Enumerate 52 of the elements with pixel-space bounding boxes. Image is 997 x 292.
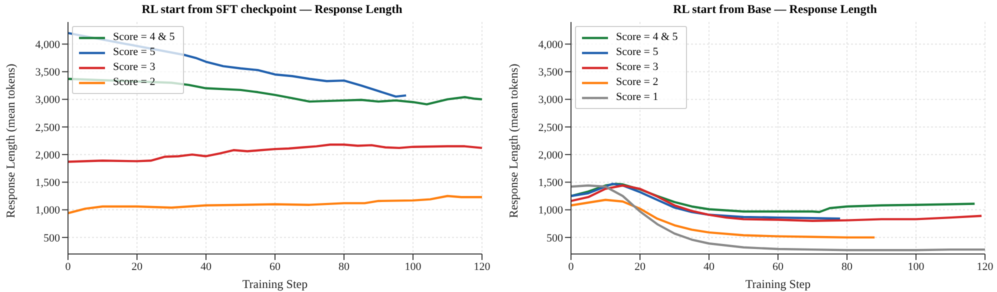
x-tick-label: 80 <box>338 260 350 273</box>
y-tick-label: 500 <box>546 232 564 244</box>
x-tick-label: 0 <box>568 260 574 273</box>
x-tick-label: 60 <box>772 260 784 273</box>
x-tick-label: 120 <box>474 260 491 273</box>
legend-label: Score = 4 & 5 <box>616 30 678 45</box>
y-axis-title: Response Length (mean tokens) <box>506 64 520 218</box>
x-axis-title: Training Step <box>242 277 308 291</box>
x-tick-label: 40 <box>704 260 715 273</box>
x-axis-title: Training Step <box>745 277 811 291</box>
legend-label: Score = 3 <box>113 60 156 75</box>
line-series <box>571 184 983 222</box>
line-series <box>571 182 842 220</box>
x-tick-label: 100 <box>908 260 925 273</box>
y-tick-label: 1,500 <box>35 177 60 190</box>
line-series <box>571 182 976 214</box>
y-tick-label: 1,000 <box>35 204 60 217</box>
line-series <box>68 194 482 214</box>
y-tick-label: 3,000 <box>35 94 60 106</box>
y-tick-label: 2,500 <box>35 122 60 134</box>
legend-label: Score = 1 <box>616 90 658 105</box>
legend-label: Score = 5 <box>113 45 156 60</box>
y-tick-label: 1,500 <box>538 177 564 190</box>
x-tick-label: 40 <box>200 260 212 273</box>
y-tick-label: 4,000 <box>35 39 60 51</box>
x-tick-label: 100 <box>404 260 422 273</box>
x-tick-label: 20 <box>132 260 143 273</box>
x-tick-label: 60 <box>270 260 281 273</box>
y-tick-label: 1,000 <box>538 204 564 217</box>
line-series <box>571 198 876 239</box>
line-series <box>68 144 482 163</box>
chart-title: RL start from SFT checkpoint — Response Length <box>140 1 404 16</box>
x-tick-label: 120 <box>976 260 994 273</box>
legend-label: Score = 3 <box>616 60 658 75</box>
y-tick-label: 500 <box>44 232 60 244</box>
x-tick-label: 20 <box>634 260 646 273</box>
y-tick-label: 2,500 <box>538 122 564 134</box>
y-axis-title: Response Length (mean tokens) <box>3 64 18 218</box>
y-tick-label: 2,000 <box>538 149 564 162</box>
legend-label: Score = 4 & 5 <box>113 30 175 45</box>
x-tick-label: 80 <box>842 260 853 273</box>
x-tick-label: 0 <box>65 260 72 273</box>
legend-label: Score = 2 <box>616 75 658 90</box>
line-series <box>571 184 985 252</box>
legend-label: Score = 5 <box>616 45 658 60</box>
y-tick-label: 4,000 <box>538 39 564 51</box>
y-tick-label: 3,500 <box>538 66 564 79</box>
y-tick-label: 2,000 <box>35 149 60 162</box>
chart-title: RL start from Base — Response Length <box>672 1 878 16</box>
legend-label: Score = 2 <box>113 75 156 90</box>
y-tick-label: 3,500 <box>35 66 60 79</box>
y-tick-label: 3,000 <box>538 94 564 106</box>
